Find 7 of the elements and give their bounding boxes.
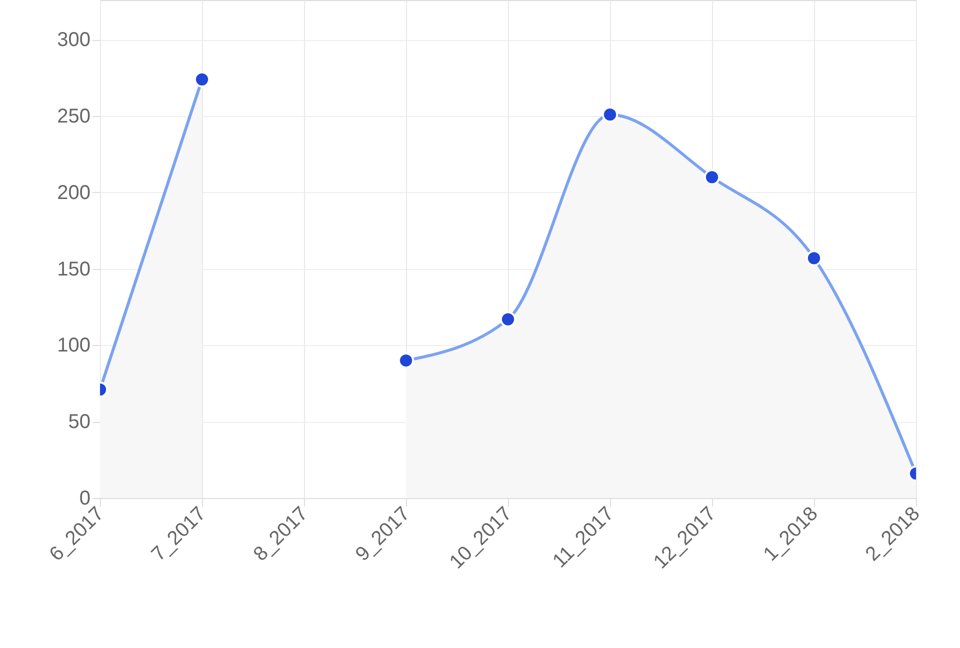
y-tick-label: 0 — [79, 488, 90, 510]
y-tick-label: 50 — [68, 411, 90, 434]
y-tick-label: 100 — [57, 334, 90, 357]
y-tick-label: 250 — [57, 106, 90, 128]
y-tick-label: 150 — [57, 258, 90, 280]
y-tick-label: 300 — [57, 29, 90, 52]
y-tick-label: 200 — [57, 182, 90, 204]
